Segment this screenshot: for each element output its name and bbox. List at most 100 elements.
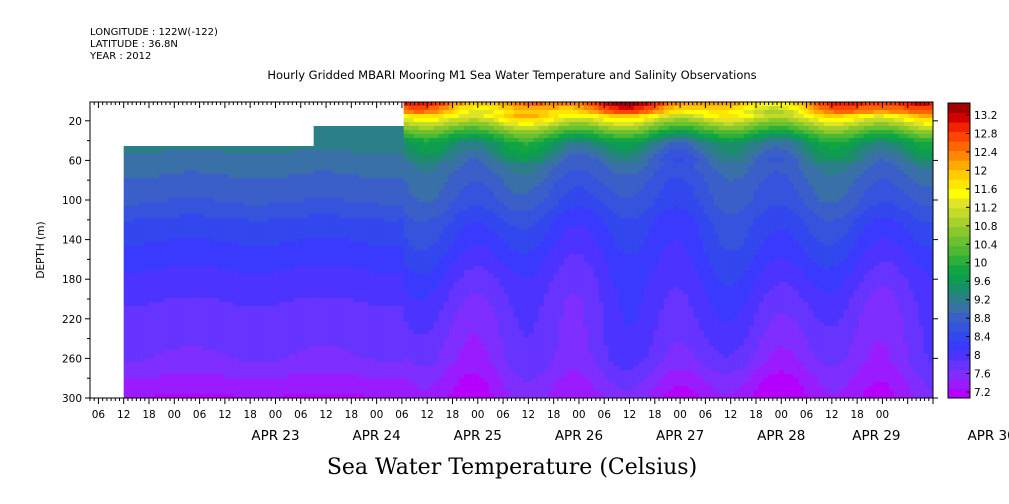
colorbar-swatch [948,226,970,237]
x-hour-tick-label: 00 [673,409,686,421]
x-hour-tick-label: 18 [749,409,762,421]
colorbar-swatch [948,350,970,361]
colorbar-tick-label: 9.6 [974,276,991,288]
colorbar-swatch [948,293,970,304]
y-tick-label: 220 [62,314,82,326]
x-hour-tick-label: 06 [699,409,713,421]
colorbar-swatch [948,141,970,152]
colorbar-swatch [948,283,970,294]
colorbar-tick-label: 12.8 [974,128,997,140]
x-hour-tick-label: 00 [775,409,788,421]
x-hour-tick-label: 18 [648,409,661,421]
colorbar-swatch [948,217,970,228]
x-hour-tick-label: 18 [243,409,256,421]
colorbar-swatch [948,131,970,142]
year-label: YEAR : 2012 [89,51,151,62]
colorbar-tick-label: 12 [974,165,987,177]
colorbar-tick-label: 11.2 [974,202,997,214]
x-hour-tick-label: 06 [598,409,612,421]
colorbar-swatch [948,150,970,161]
y-tick-label: 20 [69,116,82,128]
y-tick-label: 180 [62,274,82,286]
colorbar: 13.2 12.8 12.4 12 11.6 11.2 10.8 10.4 10 9.6 9.2 8.… [947,102,998,399]
colorbar-tick-label: 9.2 [974,295,991,307]
x-date-label: APR 23 [251,428,299,444]
colorbar-swatch [948,112,970,123]
colorbar-swatch [948,312,970,323]
longitude-label: LONGITUDE : 122W(-122) [90,27,218,38]
colorbar-tick-label: 11.6 [974,184,998,196]
x-date-label: APR 24 [353,428,401,444]
y-tick-label: 60 [69,155,82,167]
colorbar-tick-label: 7.6 [974,369,991,381]
heatmap-fill [123,102,933,398]
y-tick-label: 140 [62,235,82,247]
x-hour-tick-label: 06 [800,409,814,421]
x-hour-tick-label: 00 [269,409,282,421]
x-hour-tick-label: 18 [547,409,560,421]
colorbar-tick-label: 8.8 [974,313,991,325]
colorbar-swatch [948,274,970,285]
x-hour-tick-label: 12 [724,409,737,421]
colorbar-swatch [948,378,970,389]
x-hour-tick-label: 00 [572,409,585,421]
x-hour-tick-label: 00 [168,409,181,421]
colorbar-swatch [948,255,970,266]
x-date-label: APR 29 [852,428,900,444]
colorbar-swatch [948,188,970,199]
y-tick-label: 300 [62,393,82,405]
colorbar-swatch [948,169,970,180]
x-hour-tick-label: 12 [522,409,535,421]
x-date-label: APR 25 [454,428,502,444]
x-hour-tick-label: 00 [471,409,484,421]
x-hour-tick-label: 18 [345,409,358,421]
x-hour-tick-label: 06 [294,409,308,421]
colorbar-swatch [948,160,970,171]
colorbar-swatch [948,179,970,190]
colorbar-swatch [948,340,970,351]
x-hour-tick-label: 06 [395,409,409,421]
colorbar-tick-label: 8.4 [974,332,991,344]
y-tick-label: 260 [62,353,82,365]
y-axis: 20 60 100 140 180 220 260 300 [62,116,938,405]
x-hour-tick-label: 12 [117,409,130,421]
colorbar-tick-label: 10.8 [974,221,997,233]
x-hour-tick-label: 18 [446,409,459,421]
x-hour-tick-label: 18 [850,409,863,421]
colorbar-swatch [948,236,970,247]
x-hour-tick-label: 12 [319,409,332,421]
x-date-label: APR 30 [967,428,1009,444]
colorbar-swatch [948,302,970,313]
x-hour-tick-label: 06 [193,409,207,421]
colorbar-swatch [948,359,970,370]
x-date-label: APR 26 [555,428,603,444]
colorbar-swatch [948,198,970,209]
x-hour-tick-label: 18 [142,409,155,421]
colorbar-swatch [948,122,970,133]
colorbar-tick-label: 12.4 [974,147,998,159]
x-hour-tick-label: 12 [623,409,636,421]
colorbar-tick-label: 13.2 [974,110,997,122]
colorbar-swatch [948,264,970,275]
colorbar-tick-label: 7.2 [974,387,991,399]
x-axis-caption: Sea Water Temperature (Celsius) [327,455,697,480]
x-hour-tick-label: 12 [218,409,231,421]
x-hour-tick-label: 12 [825,409,838,421]
latitude-label: LATITUDE : 36.8N [90,39,178,50]
colorbar-swatch [948,388,970,399]
x-axis: 06 12 18 00 06 12 18 00 06 12 18 00 06 12 18 00 06 12 18 00… [89,102,1009,444]
x-hour-tick-label: 06 [496,409,510,421]
x-hour-tick-label: 06 [92,409,106,421]
colorbar-swatch [948,331,970,342]
colorbar-swatch [948,245,970,256]
colorbar-swatch [948,207,970,218]
x-hour-tick-label: 12 [421,409,434,421]
x-date-label: APR 27 [656,428,704,444]
x-date-label: APR 28 [757,428,805,444]
x-hour-tick-label: 00 [370,409,383,421]
colorbar-swatch [948,103,970,114]
x-hour-tick-label: 00 [876,409,889,421]
colorbar-tick-label: 8 [974,350,981,362]
colorbar-tick-label: 10.4 [974,239,998,251]
